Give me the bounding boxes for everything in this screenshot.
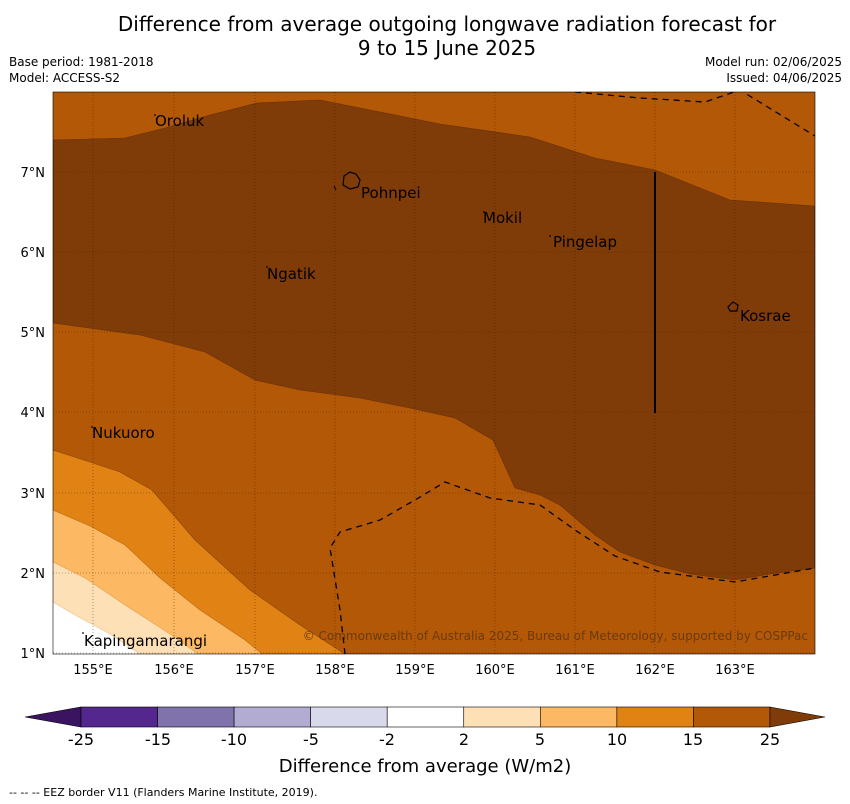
colorbar-tick-label: 25	[760, 730, 780, 749]
colorbar	[24, 706, 826, 728]
colorbar-title: Difference from average (W/m2)	[279, 756, 571, 777]
copyright-notice: © Commonwealth of Australia 2025, Bureau…	[303, 629, 808, 643]
colorbar-tick-label: -2	[379, 730, 395, 749]
place-label-ngatik: Ngatik	[267, 265, 316, 283]
colorbar-tick-label: -25	[68, 730, 94, 749]
lon-tick-label: 162°E	[635, 663, 675, 678]
lat-tick-label: 5°N	[21, 326, 46, 341]
anomaly-field	[53, 92, 815, 654]
place-label-oroluk: Oroluk	[155, 112, 204, 130]
colorbar-tick-label: 2	[459, 730, 469, 749]
eez-border	[329, 92, 815, 654]
colorbar-swatch	[539, 706, 618, 728]
lon-tick-label: 157°E	[235, 663, 275, 678]
colorbar-swatch	[310, 706, 388, 728]
colorbar-tick-label: 10	[607, 730, 627, 749]
place-label-kapingamarangi: Kapingamarangi	[84, 632, 207, 650]
place-label-kosrae: Kosrae	[740, 307, 791, 325]
atoll-markers	[82, 114, 551, 634]
colorbar-swatch	[233, 706, 311, 728]
lat-tick-label: 6°N	[21, 246, 46, 261]
colorbar-swatch	[693, 706, 771, 728]
colorbar-swatch	[80, 706, 158, 728]
colorbar-extend-high	[769, 706, 826, 728]
place-label-pohnpei: Pohnpei	[361, 184, 421, 202]
colorbar-tick-label: -15	[145, 730, 171, 749]
place-label-pingelap: Pingelap	[553, 233, 617, 251]
lon-tick-label: 155°E	[73, 663, 113, 678]
lat-tick-label: 4°N	[21, 406, 46, 421]
colorbar-swatch	[386, 706, 465, 728]
lat-tick-label: 3°N	[21, 487, 46, 502]
place-label-nukuoro: Nukuoro	[92, 424, 155, 442]
lon-tick-label: 160°E	[475, 663, 515, 678]
lon-tick-label: 156°E	[154, 663, 194, 678]
lat-tick-label: 1°N	[21, 647, 46, 662]
colorbar-swatch	[616, 706, 694, 728]
lon-tick-label: 158°E	[315, 663, 355, 678]
title-line-1: Difference from average outgoing longwav…	[117, 12, 777, 36]
lon-tick-label: 163°E	[715, 663, 755, 678]
longitude-axis: 155°E 156°E 157°E 158°E 159°E 160°E 161°…	[73, 663, 755, 678]
contour-above-25-region	[53, 100, 815, 580]
colorbar-tick-label: -10	[221, 730, 247, 749]
latitude-axis: 7°N 6°N 5°N 4°N 3°N 2°N 1°N	[21, 166, 46, 662]
model-run-label: Model run: 02/06/2025	[704, 55, 842, 69]
colorbar-swatch	[463, 706, 541, 728]
lat-tick-label: 2°N	[21, 567, 46, 582]
lon-tick-label: 159°E	[395, 663, 435, 678]
colorbar-tick-label: 5	[535, 730, 545, 749]
graticule	[53, 92, 815, 654]
model-label: Model: ACCESS-S2	[9, 71, 121, 85]
colorbar-swatch	[157, 706, 235, 728]
issued-label: Issued: 04/06/2025	[726, 71, 842, 85]
colorbar-extend-low	[24, 706, 82, 728]
eez-legend-footer: -- -- -- EEZ border V11 (Flanders Marine…	[9, 786, 318, 799]
colorbar-tick-label: -5	[303, 730, 319, 749]
place-label-mokil: Mokil	[483, 209, 522, 227]
title-line-2: 9 to 15 June 2025	[357, 36, 537, 60]
lon-tick-label: 161°E	[555, 663, 595, 678]
base-period-label: Base period: 1981-2018	[9, 55, 154, 69]
pohnpei-island	[342, 171, 361, 190]
colorbar-tick-label: 15	[683, 730, 703, 749]
map-title: Difference from average outgoing longwav…	[0, 12, 850, 60]
pohnpei-islet	[333, 185, 337, 191]
colorbar-ticks: -25 -15 -10 -5 -2 2 5 10 15 25	[68, 730, 780, 749]
lat-tick-label: 7°N	[21, 166, 46, 181]
kosrae-island	[727, 301, 739, 312]
